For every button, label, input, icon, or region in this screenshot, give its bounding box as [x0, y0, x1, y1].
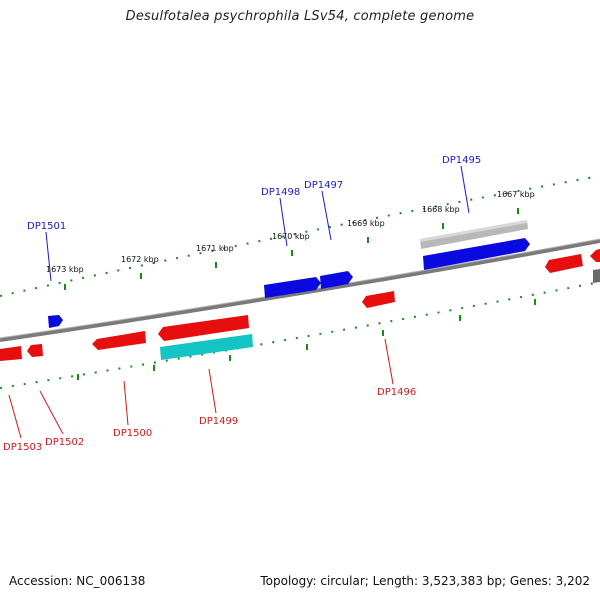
- outer-scale-ring: [0, 175, 600, 297]
- scale-label-1672: 1672 kbp: [121, 255, 159, 264]
- gene-DP1501: [48, 315, 63, 328]
- gene-DP1503: [0, 346, 22, 361]
- gene-DP1498: [264, 277, 321, 298]
- gene-label-DP1503: DP1503: [3, 442, 42, 453]
- scale-label-1668: 1668 kbp: [422, 205, 460, 214]
- inner-major-ticks: [77, 299, 536, 380]
- gene-DP1499-rna: [160, 334, 253, 360]
- gene-label-DP1500: DP1500: [113, 428, 152, 439]
- scale-label-1667: 1667 kbp: [497, 190, 535, 199]
- gene-DP1497: [320, 271, 353, 289]
- scale-label-1671: 1671 kbp: [196, 244, 234, 253]
- gene-label-DP1495: DP1495: [442, 155, 481, 166]
- blue-leaders: [45, 165, 470, 282]
- outer-major-ticks: [64, 208, 519, 290]
- gene-DP1502: [27, 344, 43, 357]
- scale-label-1669: 1669 kbp: [347, 219, 385, 228]
- gene-right-edge-gray: [593, 269, 600, 283]
- inner-scale-ring: [0, 281, 600, 389]
- gene-DP1499: [158, 315, 249, 341]
- gene-label-DP1501: DP1501: [27, 221, 66, 232]
- map-title: Desulfotalea psychrophila LSv54, complet…: [125, 9, 475, 24]
- scale-label-1673: 1673 kbp: [46, 265, 84, 274]
- gene-label-DP1496: DP1496: [377, 387, 416, 398]
- gene-label-DP1498: DP1498: [261, 187, 300, 198]
- gene-DP1496: [362, 291, 395, 308]
- scale-label-1670: 1670 kbp: [272, 232, 310, 241]
- gene-label-DP1499: DP1499: [199, 416, 238, 427]
- gene-DP1495: [423, 238, 530, 270]
- gene-label-DP1497: DP1497: [304, 180, 343, 191]
- gene-right-edge-1: [545, 254, 583, 273]
- genome-summary-text: Topology: circular; Length: 3,523,383 bp…: [260, 574, 590, 588]
- genome-backbone: [0, 239, 600, 342]
- gene-label-DP1502: DP1502: [45, 437, 84, 448]
- accession-text: Accession: NC_006138: [9, 574, 146, 588]
- gene-DP1500: [92, 331, 146, 350]
- gene-right-edge-2: [590, 249, 600, 262]
- red-leaders: [8, 338, 394, 439]
